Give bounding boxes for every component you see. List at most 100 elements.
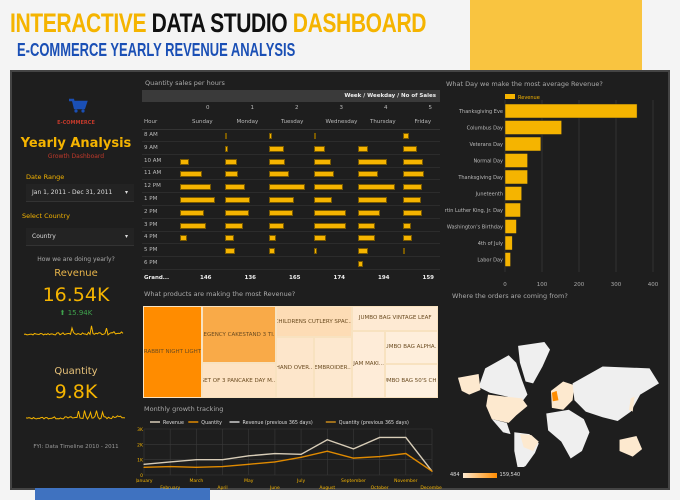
treemap-tile[interactable]: JUMBO BAG 50'S CH... xyxy=(384,363,438,398)
revenue-bar xyxy=(504,186,522,201)
row-divider xyxy=(142,256,440,258)
grand-total-value: 159 xyxy=(422,274,434,281)
pivot-bar xyxy=(313,171,335,178)
world-map[interactable] xyxy=(448,312,668,467)
pivot-header: Week / Weekday / No of Sales xyxy=(142,90,440,102)
map-title: Where the orders are coming from? xyxy=(452,292,568,300)
date-range-dropdown[interactable]: Jan 1, 2011 - Dec 31, 2011 ▾ xyxy=(26,184,134,202)
revenue-sparkline xyxy=(24,325,124,336)
pivot-bar xyxy=(269,235,276,242)
dropdown-caret-icon: ▾ xyxy=(124,233,128,240)
pivot-bar xyxy=(269,145,284,152)
revenue-bar xyxy=(504,136,542,152)
data-point xyxy=(143,463,145,465)
treemap-tile[interactable]: JUMBO BAG VINTAGE LEAF xyxy=(352,306,438,331)
pivot-bar xyxy=(402,171,425,178)
map-europe xyxy=(550,381,575,410)
revenue-bar xyxy=(504,252,511,267)
y-tick-label: 2K xyxy=(137,442,144,448)
x-tick-label: 0 xyxy=(503,282,507,288)
legend-label: Revenue xyxy=(518,95,540,101)
treemap-title: What products are making the most Revenu… xyxy=(144,290,296,298)
hour-label: 12 PM xyxy=(144,183,161,190)
sparkline-path xyxy=(24,325,124,336)
weekday-header: Friday xyxy=(414,119,432,125)
pivot-bar xyxy=(224,184,246,191)
legend-label: Quantity xyxy=(201,420,222,426)
pivot-bar xyxy=(358,261,363,267)
pivot-bar xyxy=(313,222,346,229)
pivot-bar xyxy=(358,222,376,229)
pivot-table: 0 1 2 3 4 5 Hour Sunday Monday Tuesday Wednesday Th… xyxy=(142,102,440,287)
series-line xyxy=(143,436,433,472)
week-number: 0 xyxy=(206,105,210,111)
data-point xyxy=(300,453,302,455)
revenue-bar xyxy=(504,219,517,234)
x-tick-label: 200 xyxy=(574,282,585,288)
hour-label: 2 PM xyxy=(144,208,158,215)
x-tick-label: October xyxy=(371,485,389,491)
category-label: Thanksgiving Eve xyxy=(458,109,503,115)
row-divider xyxy=(142,217,440,219)
data-point xyxy=(326,439,328,441)
dropdown-caret-icon: ▾ xyxy=(124,189,128,196)
hour-label: 8 AM xyxy=(144,132,158,138)
week-number: 1 xyxy=(250,105,255,111)
pivot-bar xyxy=(224,248,235,255)
quantity-label: Quantity xyxy=(54,366,98,377)
logo-text: E-COMMERCE xyxy=(57,120,95,126)
pivot-bar xyxy=(402,145,418,152)
title-part: INTERACTIVE xyxy=(10,8,152,38)
quantity-value: 9.8K xyxy=(54,381,98,403)
day-revenue-title: What Day we make the most average Revenu… xyxy=(446,80,603,88)
hour-label: 4 PM xyxy=(144,234,158,241)
pivot-bar xyxy=(224,222,243,229)
treemap-tile[interactable]: REGENCY CAKESTAND 3 TI... xyxy=(202,306,276,364)
country-dropdown[interactable]: Country ▾ xyxy=(26,228,134,246)
shopping-cart-icon xyxy=(69,98,88,113)
pivot-bar xyxy=(180,222,207,229)
pivot-bar xyxy=(269,222,284,229)
grand-total-value: 136 xyxy=(244,274,256,281)
category-label: Normal Day xyxy=(473,159,503,165)
pivot-bar xyxy=(402,158,424,165)
data-point xyxy=(379,456,381,458)
weekday-header: Monday xyxy=(236,119,259,125)
revenue-bar xyxy=(504,169,528,185)
legend-swatch xyxy=(505,94,515,99)
week-number: 2 xyxy=(295,105,299,111)
sidebar-title: Yearly Analysis xyxy=(20,136,132,151)
sparkline-path xyxy=(26,410,126,420)
pivot-bar xyxy=(224,133,227,139)
x-tick-label: February xyxy=(160,485,180,491)
decorative-blue-bar xyxy=(35,488,210,500)
treemap-tile[interactable]: JAM MAKI... xyxy=(352,330,385,398)
hour-label: 6 PM xyxy=(144,260,158,266)
treemap-tile[interactable]: JUMBO BAG ALPHA... xyxy=(384,330,438,364)
data-point xyxy=(169,461,171,463)
treemap-tile[interactable]: EMBROIDER... xyxy=(314,337,353,398)
pivot-bar xyxy=(402,209,423,216)
x-tick-label: April xyxy=(217,485,227,491)
map-uk xyxy=(551,390,559,402)
data-point xyxy=(405,436,407,439)
quantity-sparkline xyxy=(26,410,126,420)
revenue-value: 16.54K xyxy=(42,284,110,306)
title-part: DASHBOARD xyxy=(292,8,427,38)
pivot-bar xyxy=(358,145,369,152)
hour-header: Hour xyxy=(144,119,158,125)
x-tick-label: 100 xyxy=(537,282,548,288)
treemap-tile[interactable]: SET OF 3 PANCAKE DAY M... xyxy=(202,363,276,398)
treemap-tile[interactable]: CHILDRENS CUTLERY SPAC... xyxy=(275,306,353,338)
treemap-tile[interactable]: HAND OVER... xyxy=(275,337,315,398)
data-point xyxy=(352,448,355,450)
treemap-tile[interactable]: RABBIT NIGHT LIGHT xyxy=(143,306,202,398)
pivot-bar xyxy=(402,184,423,191)
pivot-bar xyxy=(180,158,190,165)
data-point xyxy=(195,459,197,461)
pivot-bar xyxy=(224,209,249,216)
data-point xyxy=(405,452,407,455)
row-divider xyxy=(142,153,440,155)
x-tick-label: May xyxy=(244,478,254,484)
weekday-header: Tuesday xyxy=(281,119,304,125)
